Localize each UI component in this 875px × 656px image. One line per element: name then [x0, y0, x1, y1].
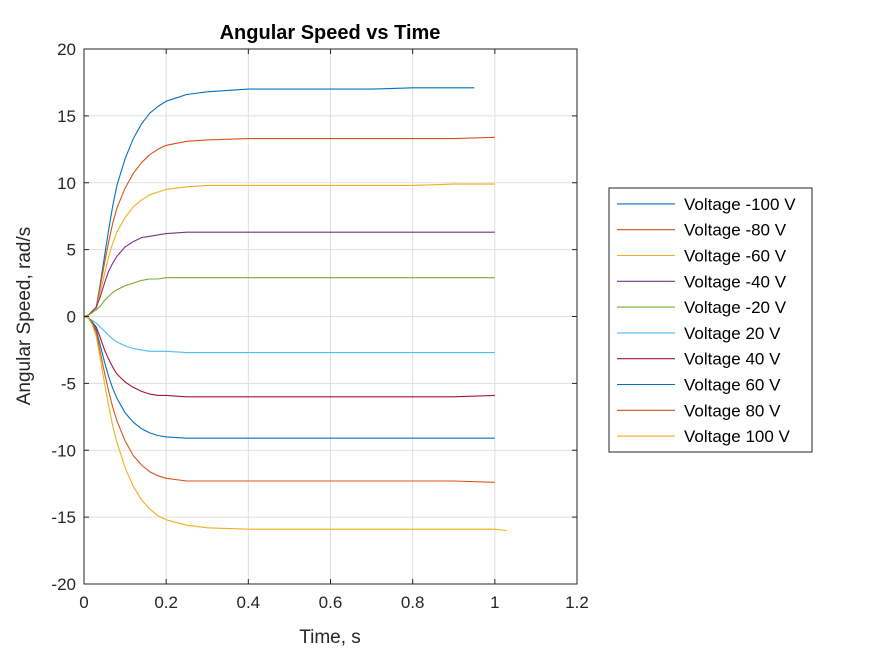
- legend-label: Voltage 100 V: [684, 427, 791, 446]
- legend-box: [608, 187, 813, 453]
- x-tick-label: 0.6: [319, 593, 343, 612]
- series-line-8: [83, 315, 495, 439]
- y-tick-label: -10: [51, 441, 76, 460]
- y-axis-title: Angular Speed, rad/s: [14, 227, 35, 406]
- x-tick-label: 1.2: [565, 593, 589, 612]
- y-tick-label: -15: [51, 508, 76, 527]
- x-tick-label: 0.2: [154, 593, 178, 612]
- y-tick-label: -5: [61, 374, 76, 393]
- chart-title: Angular Speed vs Time: [220, 22, 441, 44]
- ticks: 0 0.2 0.4 0.6 0.8 1 1.2 -20 -15 -10 -5 0 5 10 15 20: [51, 40, 588, 612]
- legend-label: Voltage -20 V: [684, 298, 787, 317]
- y-tick-label: 20: [57, 40, 76, 59]
- series-line-4: [83, 231, 495, 318]
- legend: Voltage -100 V Voltage -80 V Voltage -60 V…: [608, 187, 813, 453]
- series-group: [83, 87, 508, 532]
- y-tick-label: 5: [67, 241, 76, 260]
- legend-label: Voltage 80 V: [684, 401, 781, 420]
- series-line-6: [83, 315, 495, 354]
- legend-label: Voltage -40 V: [684, 272, 787, 291]
- series-line-5: [83, 277, 495, 318]
- x-tick-label: 0.4: [237, 593, 261, 612]
- y-tick-label: 15: [57, 107, 76, 126]
- x-tick-label: 0: [79, 593, 88, 612]
- legend-label: Voltage -100 V: [684, 195, 796, 214]
- legend-label: Voltage -80 V: [684, 221, 787, 240]
- y-tick-label: 0: [67, 308, 76, 327]
- y-tick-label: 10: [57, 174, 76, 193]
- x-axis-title: Time, s: [299, 627, 361, 648]
- series-line-9: [83, 315, 495, 483]
- legend-label: Voltage 40 V: [684, 350, 781, 369]
- series-line-2: [83, 136, 495, 318]
- x-tick-label: 1: [490, 593, 499, 612]
- legend-label: Voltage 20 V: [684, 324, 781, 343]
- x-tick-label: 0.8: [401, 593, 425, 612]
- series-line-3: [83, 183, 495, 318]
- series-line-10: [83, 315, 508, 532]
- series-line-7: [83, 315, 495, 398]
- legend-label: Voltage -60 V: [684, 247, 787, 266]
- y-tick-label: -20: [51, 575, 76, 594]
- legend-label: Voltage 60 V: [684, 376, 781, 395]
